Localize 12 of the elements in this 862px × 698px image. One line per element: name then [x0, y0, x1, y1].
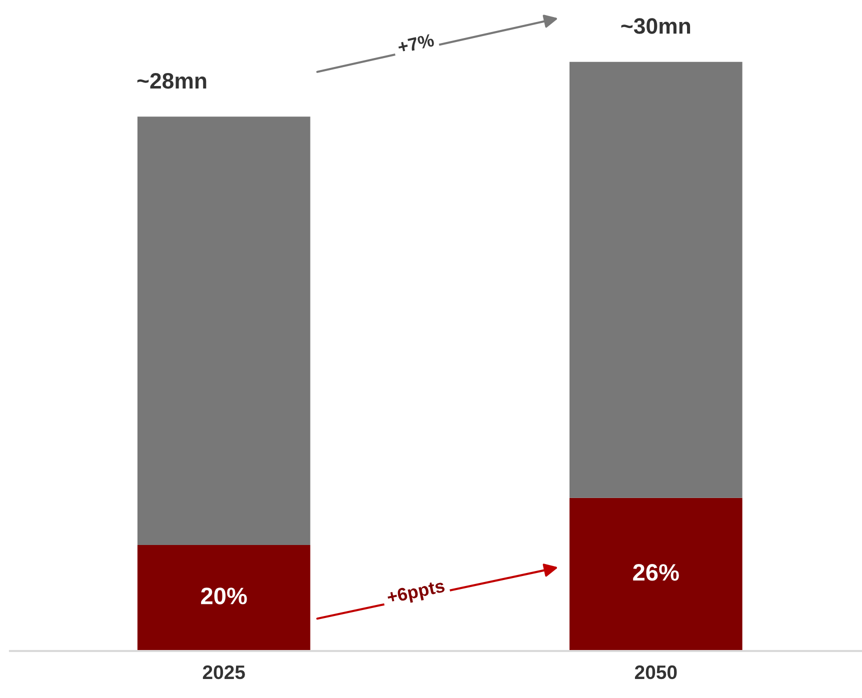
- annotation: ~28mn: [137, 72, 206, 89]
- text: ~30mn: [621, 18, 690, 34]
- text: +7%: [397, 33, 435, 54]
- bar: [137, 544, 310, 651]
- x-tick-label: 2025: [202, 665, 245, 680]
- bar: [570, 498, 742, 651]
- x-tick-label: 2050: [634, 665, 677, 680]
- annotation: 26%: [633, 564, 679, 581]
- annotation: 20%: [201, 588, 247, 604]
- bar: [137, 116, 310, 545]
- bar: [570, 62, 742, 498]
- annotation: +6ppts: [386, 579, 446, 608]
